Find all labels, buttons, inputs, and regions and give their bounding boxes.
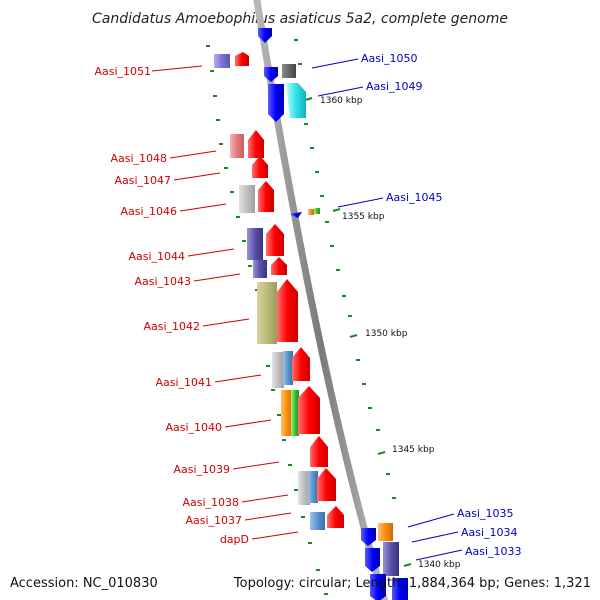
leader-line-dapd [251,531,299,540]
leader-line-aasi-1042 [202,318,250,327]
gene-box-aasi-1044-a[interactable] [247,228,263,260]
gene-box-aasi-1046-a[interactable] [239,185,255,213]
leader-line-aasi-1049 [317,86,364,97]
gene-label-aasi-1046[interactable]: Aasi_1046 [120,205,177,218]
gene-label-aasi-1051[interactable]: Aasi_1051 [94,65,151,78]
gene-label-aasi-1042[interactable]: Aasi_1042 [143,320,200,333]
gene-box-aasi-1035-b[interactable] [378,523,393,541]
gene-box-aasi-1040-a[interactable] [281,390,293,436]
genome-summary-text: Topology: circular; Length: 1,884,364 bp… [233,576,591,591]
scale-ticks: 1360 kbp 1355 kbp 1350 kbp 1345 kbp 1340… [304,96,461,570]
gene-arrow-aasi-1050[interactable] [264,67,278,82]
gene-box-aasi-1038-b[interactable] [308,471,318,503]
gene-arrow-aasi-1039[interactable] [310,436,328,467]
accession-text: Accession: NC_010830 [10,576,158,591]
left-gene-labels: Aasi_1051 Aasi_1048 Aasi_1047 Aasi_1046 … [94,65,299,546]
leader-line-aasi-1040 [224,419,272,428]
gene-label-aasi-1044[interactable]: Aasi_1044 [128,250,185,263]
reverse-strand-genes [214,28,408,600]
gene-label-aasi-1040[interactable]: Aasi_1040 [165,421,222,434]
gene-arrow-aasi-1041[interactable] [292,347,310,381]
tick-mark-1350 [349,334,358,338]
gene-label-aasi-1048[interactable]: Aasi_1048 [110,152,167,165]
gene-box-aasi-1041-b[interactable] [283,351,293,385]
track-guide-dots [206,39,396,595]
gene-label-aasi-1035[interactable]: Aasi_1035 [457,507,514,520]
leader-line-aasi-1050 [311,58,359,69]
gene-label-aasi-1041[interactable]: Aasi_1041 [155,376,212,389]
gene-label-aasi-1033[interactable]: Aasi_1033 [465,545,522,558]
gene-box-aasi-1051-a[interactable] [214,54,230,68]
gene-arrow-aasi-1047[interactable] [252,156,268,178]
leader-line-aasi-1033 [415,549,463,561]
forward-strand-genes [230,52,344,530]
leader-line-aasi-1039 [232,461,280,470]
leader-line-aasi-1034 [411,531,459,543]
tick-mark-1360 [304,97,313,101]
gene-label-aasi-1045[interactable]: Aasi_1045 [386,191,443,204]
leader-line-aasi-1045 [337,197,384,208]
gene-arrow-aasi-1034[interactable] [365,548,380,572]
gene-box-aasi-1040-b[interactable] [291,390,299,436]
gene-arrow-top-blue[interactable] [258,28,272,43]
leader-line-aasi-1043 [193,273,241,282]
gene-box-aasi-1041-a[interactable] [272,352,284,388]
gene-arrow-aasi-1049[interactable] [268,84,284,122]
gene-arrow-aasi-1051[interactable] [235,52,249,66]
gene-box-aasi-1049-b[interactable] [286,83,306,118]
leader-line-aasi-1044 [187,248,235,257]
leader-line-aasi-1041 [214,374,262,383]
gene-label-aasi-1050[interactable]: Aasi_1050 [361,52,418,65]
gene-box-aasi-1050-b[interactable] [282,64,296,78]
gene-arrow-aasi-1033[interactable] [370,574,386,600]
gene-arrow-dapd[interactable] [327,506,344,528]
leader-line-aasi-1051 [151,65,203,72]
gene-arrow-aasi-1045-a[interactable] [290,212,302,218]
leader-line-aasi-1048 [169,150,217,159]
tick-mark-1340 [403,563,412,567]
tick-label-1355: 1355 kbp [342,212,385,222]
leader-line-aasi-1047 [173,172,221,181]
gene-box-aasi-1045-b[interactable] [308,209,314,215]
gene-box-aasi-1038-a[interactable] [298,471,310,505]
gene-label-aasi-1047[interactable]: Aasi_1047 [114,174,171,187]
leader-line-aasi-1038 [241,494,289,503]
leader-line-aasi-1035 [407,513,455,528]
tick-label-1360: 1360 kbp [320,96,363,106]
tick-mark-1345 [377,451,386,455]
gene-arrow-aasi-1043[interactable] [271,257,287,275]
gene-label-aasi-1043[interactable]: Aasi_1043 [134,275,191,288]
gene-box-aasi-1037-a[interactable] [310,512,325,530]
gene-label-aasi-1034[interactable]: Aasi_1034 [461,526,518,539]
gene-arrow-aasi-1040[interactable] [298,386,320,434]
genome-backbone [253,0,389,600]
gene-label-aasi-1049[interactable]: Aasi_1049 [366,80,423,93]
gene-box-aasi-1033-b[interactable] [392,578,408,600]
gene-arrow-aasi-1038[interactable] [317,468,336,501]
gene-label-aasi-1038[interactable]: Aasi_1038 [182,496,239,509]
map-title: Candidatus Amoebophilus asiaticus 5a2, c… [92,11,508,27]
gene-label-aasi-1037[interactable]: Aasi_1037 [185,514,242,527]
tick-label-1340: 1340 kbp [418,560,461,570]
gene-label-aasi-1039[interactable]: Aasi_1039 [173,463,230,476]
gene-box-aasi-1043-a[interactable] [253,260,267,278]
leader-line-aasi-1037 [244,512,292,521]
gene-box-aasi-1045-c[interactable] [314,208,320,214]
gene-arrow-aasi-1046[interactable] [258,181,274,212]
gene-arrow-aasi-1048[interactable] [248,130,264,158]
gene-box-aasi-1034-b[interactable] [383,542,399,576]
right-gene-labels: Aasi_1050 Aasi_1049 Aasi_1045 Aasi_1035 … [311,52,522,561]
leader-line-aasi-1046 [179,203,227,212]
tick-mark-1355 [332,208,341,212]
tick-label-1345: 1345 kbp [392,445,435,455]
tick-label-1350: 1350 kbp [365,329,408,339]
gene-label-dapd[interactable]: dapD [220,533,249,546]
gene-arrow-aasi-1044[interactable] [266,224,284,256]
gene-arrow-aasi-1042[interactable] [277,279,298,342]
gene-arrow-aasi-1035[interactable] [361,528,376,546]
gene-box-aasi-1042-a[interactable] [257,282,277,344]
gene-box-aasi-1048-a[interactable] [230,134,244,158]
